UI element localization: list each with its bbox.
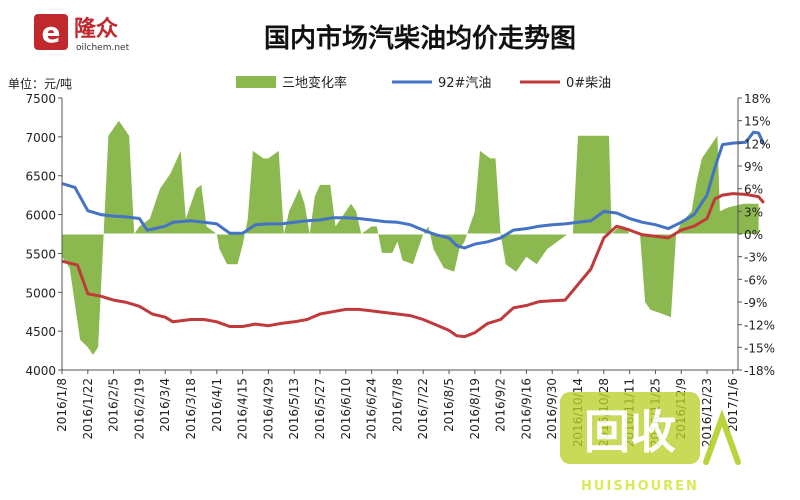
x-tick-label: 2016/3/4 [158, 378, 172, 432]
y-left-ticks: 4000 4500 5000 5500 6000 6500 7000 7500 [25, 92, 62, 378]
logo-badge-icon [34, 14, 68, 50]
x-tick-label: 2016/1/8 [55, 378, 69, 432]
x-tick-label: 2016/9/30 [545, 378, 559, 440]
watermark-badge-icon [560, 392, 700, 464]
x-tick-label: 2016/1/22 [81, 378, 95, 440]
x-tick-label: 2016/12/23 [700, 378, 714, 447]
x-tick-label: 2016/2/19 [132, 378, 146, 440]
logo-main-text: 隆众 [74, 17, 118, 42]
legend-label-change: 三地变化率 [282, 75, 347, 91]
unit-label: 单位：元/吨 [8, 76, 72, 91]
y-right-tick-label: 15% [744, 115, 771, 129]
y-right-ticks: -18% -15% -12% -9% -6% -3% 0% 3% 6% 9% 12% 15% 18% [738, 92, 775, 378]
brand-logo: e 隆众 oilchem.net [34, 14, 130, 53]
y-left-tick-label: 4000 [25, 364, 56, 378]
x-tick-label: 2016/3/18 [184, 378, 198, 440]
x-tick-label: 2016/7/8 [390, 378, 404, 432]
legend-label-gasoline: 92#汽油 [438, 76, 491, 91]
y-left-tick-label: 5000 [25, 286, 56, 300]
x-tick-label: 2016/7/22 [416, 378, 430, 440]
y-left-tick-label: 6000 [25, 209, 56, 223]
y-left-tick-label: 7000 [25, 131, 56, 145]
y-right-tick-label: -15% [744, 341, 775, 355]
x-tick-label: 2016/8/19 [468, 378, 482, 440]
logo-badge-glyph-icon: e [42, 16, 61, 49]
y-right-tick-label: 12% [744, 137, 771, 151]
x-tick-label: 2017/1/6 [726, 378, 740, 432]
price-lines [61, 130, 766, 339]
x-tick-label: 2016/5/27 [313, 378, 327, 440]
x-tick-label: 2016/8/5 [442, 378, 456, 432]
x-tick-label: 2016/2/5 [107, 378, 121, 432]
watermark-main-text: 回收 [584, 405, 676, 459]
x-tick-label: 2016/9/2 [494, 378, 508, 432]
watermark-sub-text: HUISHOUREN [581, 479, 699, 494]
x-tick-label: 2016/9/16 [519, 378, 533, 440]
y-right-tick-label: -18% [744, 364, 775, 378]
y-left-tick-label: 7500 [25, 92, 56, 106]
series-gasoline-line [61, 130, 766, 250]
y-left-tick-label: 5500 [25, 247, 56, 261]
x-tick-label: 2016/4/29 [261, 378, 275, 440]
y-right-tick-label: -12% [744, 319, 775, 333]
y-right-tick-label: 0% [744, 228, 763, 242]
y-right-tick-label: 3% [744, 205, 763, 219]
watermark: 回收 HUISHOUREN [560, 392, 741, 494]
legend-label-diesel: 0#柴油 [566, 76, 611, 91]
x-tick-label: 2016/6/24 [365, 378, 379, 440]
series-diesel-line [61, 192, 765, 339]
y-right-tick-label: 9% [744, 160, 763, 174]
x-tick-label: 2016/4/15 [236, 378, 250, 440]
y-right-tick-label: -6% [744, 273, 767, 287]
logo-sub-text: oilchem.net [76, 43, 130, 53]
y-right-tick-label: -3% [744, 251, 767, 265]
y-right-tick-label: 18% [744, 92, 771, 106]
legend: 三地变化率 92#汽油 0#柴油 [236, 75, 611, 91]
y-left-tick-label: 4500 [25, 325, 56, 339]
y-right-tick-label: -9% [744, 296, 767, 310]
x-tick-label: 2016/5/13 [287, 378, 301, 440]
y-left-tick-label: 6500 [25, 170, 56, 184]
series-change-area [62, 120, 759, 355]
y-right-tick-label: 6% [744, 183, 763, 197]
change-rate-area [62, 120, 759, 355]
chart-title: 国内市场汽柴油均价走势图 [264, 23, 576, 54]
x-tick-label: 2016/6/10 [339, 378, 353, 440]
watermark-person-icon [703, 409, 741, 465]
legend-swatch-change [236, 76, 276, 88]
x-tick-label: 2016/4/1 [210, 378, 224, 432]
